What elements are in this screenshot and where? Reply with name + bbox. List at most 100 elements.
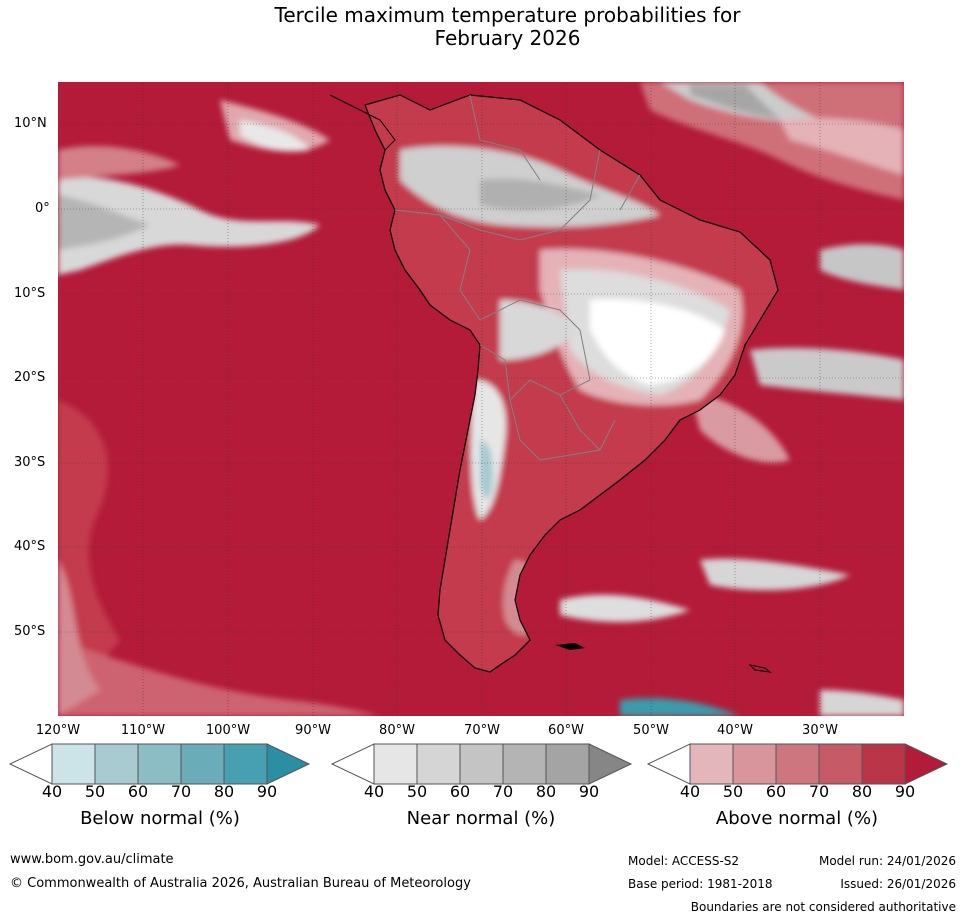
- near-arrow-left: [330, 743, 375, 785]
- near-60-south-atlantic: [750, 348, 904, 400]
- lon-label-40w: 40°W: [717, 723, 753, 738]
- map-title: Tercile maximum temperature probabilitie…: [0, 4, 965, 50]
- lat-label-50s: 50°S: [14, 624, 46, 639]
- below-tick: 80: [213, 782, 235, 801]
- near-tick: 40: [363, 782, 385, 801]
- lat-label-10s: 10°S: [14, 286, 46, 301]
- title-line-2: February 2026: [434, 26, 581, 50]
- lon-label-100w: 100°W: [205, 723, 251, 738]
- above-swatch-60: [776, 744, 819, 784]
- near-50-south-east: [820, 690, 904, 716]
- coastline: [364, 94, 779, 673]
- near-swatch-70: [503, 744, 546, 784]
- above-arrow-left: [646, 743, 691, 785]
- above-50-atlantic: [780, 118, 904, 175]
- near-swatch-40: [374, 744, 417, 784]
- near-70-region: [58, 195, 150, 250]
- below-arrow-right: [266, 743, 311, 785]
- near-tick: 90: [578, 782, 600, 801]
- legend-title-above: Above normal (%): [715, 808, 879, 829]
- lat-label-20s: 20°S: [14, 370, 46, 385]
- land-below-50-andes: [480, 440, 493, 499]
- near-50-south: [700, 558, 850, 591]
- above-swatch-70: [819, 744, 862, 784]
- below-swatch-40: [52, 744, 95, 784]
- near-40-south: [560, 594, 690, 622]
- below-swatch-50: [95, 744, 138, 784]
- central-america-coast: [329, 94, 396, 151]
- above-tick: 70: [808, 782, 830, 801]
- legend-near-normal: [330, 743, 633, 785]
- above-70-atlantic: [640, 82, 904, 200]
- probability-field: [58, 82, 904, 716]
- near-tick: 80: [535, 782, 557, 801]
- disclaimer: Boundaries are not considered authoritat…: [690, 900, 956, 914]
- above-swatch-40: [690, 744, 733, 784]
- copyright: © Commonwealth of Australia 2026, Austra…: [10, 876, 471, 891]
- below-swatch-80: [224, 744, 267, 784]
- model-run: Model run: 24/01/2026: [818, 854, 956, 868]
- near-arrow-right: [588, 743, 633, 785]
- gridlines: [58, 82, 904, 716]
- lat-label-10n: 10°N: [14, 116, 47, 131]
- issued-date: Issued: 26/01/2026: [840, 877, 956, 891]
- above-tick: 90: [894, 782, 916, 801]
- below-swatch-70: [181, 744, 224, 784]
- legend-above-normal: [646, 743, 949, 785]
- lon-label-30w: 30°W: [802, 723, 838, 738]
- below-tick: 50: [84, 782, 106, 801]
- above-60-region: [58, 560, 100, 716]
- near-swatch-80: [546, 744, 589, 784]
- above-tick: 60: [765, 782, 787, 801]
- below-tick: 60: [127, 782, 149, 801]
- website-link[interactable]: www.bom.gov.au/climate: [10, 852, 174, 867]
- above-60-band: [58, 145, 180, 180]
- falkland-islands: [555, 643, 585, 650]
- legend-title-below: Below normal (%): [80, 808, 240, 829]
- base-period: Base period: 1981-2018: [628, 877, 773, 891]
- near-swatch-60: [460, 744, 503, 784]
- above-60-south-atlantic: [690, 390, 790, 463]
- below-tick: 70: [170, 782, 192, 801]
- south-georgia: [748, 664, 772, 673]
- lat-label-30s: 30°S: [14, 455, 46, 470]
- near-60-east: [820, 244, 904, 290]
- below-80-patch: [620, 698, 740, 716]
- model-info: Model: ACCESS-S2: [628, 854, 740, 868]
- above-70-region: [58, 640, 380, 716]
- lon-label-110w: 110°W: [120, 723, 166, 738]
- near-tick: 70: [492, 782, 514, 801]
- near-swatch-50: [417, 744, 460, 784]
- title-line-1: Tercile maximum temperature probabilitie…: [274, 3, 741, 27]
- above-tick: 80: [851, 782, 873, 801]
- below-swatch-60: [138, 744, 181, 784]
- land-below-40-white: [590, 299, 725, 385]
- near-50-region: [58, 177, 320, 275]
- lon-label-70w: 70°W: [464, 723, 500, 738]
- legend-below-normal: [8, 743, 311, 785]
- land-near-70-north: [480, 178, 600, 211]
- near-tick: 50: [406, 782, 428, 801]
- lon-label-60w: 60°W: [548, 723, 584, 738]
- above-swatch-80: [862, 744, 905, 784]
- legend-title-near: Near normal (%): [406, 808, 556, 829]
- lon-label-120w: 120°W: [35, 723, 81, 738]
- near-tick: 60: [449, 782, 471, 801]
- below-arrow-left: [8, 743, 53, 785]
- lon-label-50w: 50°W: [633, 723, 669, 738]
- near-40-patch: [240, 120, 310, 152]
- below-tick: 90: [256, 782, 278, 801]
- national-borders: [394, 94, 641, 461]
- above-arrow-right: [904, 743, 949, 785]
- land-near-50-bolivia: [500, 300, 580, 360]
- lat-label-40s: 40°S: [14, 539, 46, 554]
- lon-label-90w: 90°W: [295, 723, 331, 738]
- near-80-atlantic: [690, 85, 780, 118]
- above-swatch-50: [733, 744, 776, 784]
- above-tick: 40: [679, 782, 701, 801]
- lat-label-0: 0°: [35, 201, 50, 216]
- below-tick: 40: [41, 782, 63, 801]
- lon-label-80w: 80°W: [379, 723, 415, 738]
- above-tick: 50: [722, 782, 744, 801]
